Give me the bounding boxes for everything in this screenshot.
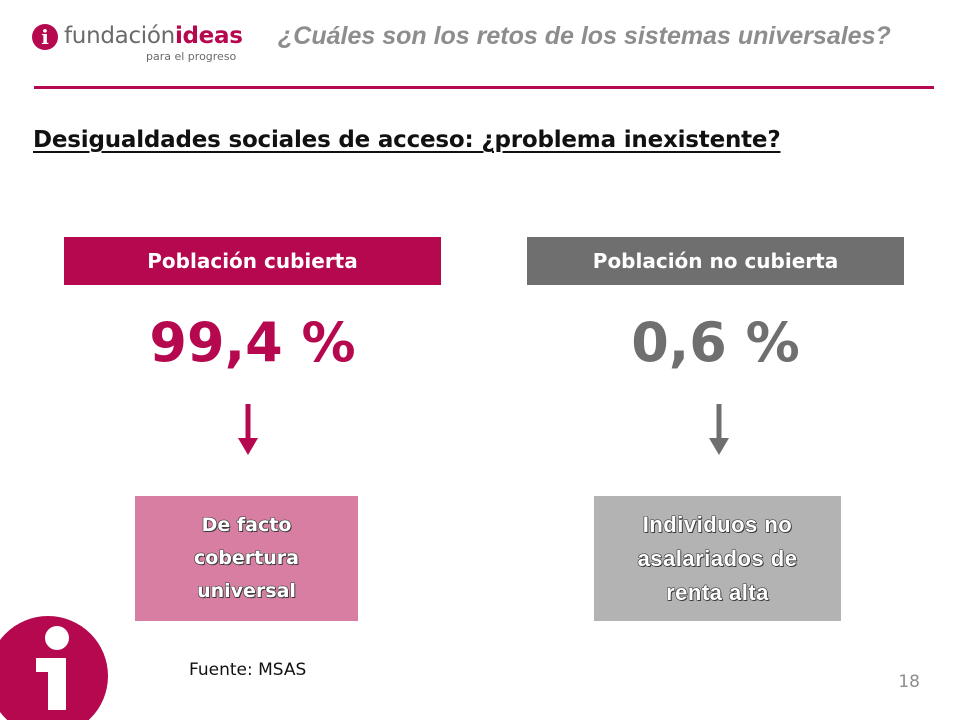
high-income-self-employed-box: Individuos no asalariados de renta alta bbox=[594, 496, 841, 621]
universal-coverage-box: De facto cobertura universal bbox=[135, 496, 358, 621]
down-arrow-icon bbox=[709, 404, 729, 455]
logo-wordmark: fundaciónideas bbox=[64, 22, 243, 50]
source-note: Fuente: MSAS bbox=[189, 660, 307, 680]
uncovered-population-label: Población no cubierta bbox=[527, 237, 904, 285]
logo-wordmark-part2: ideas bbox=[174, 23, 243, 49]
covered-population-label: Población cubierta bbox=[64, 237, 441, 285]
page-number: 18 bbox=[898, 672, 920, 692]
fundacion-ideas-logo-icon: i bbox=[32, 24, 58, 50]
logo-wordmark-part1: fundación bbox=[64, 23, 175, 49]
logo-tagline: para el progreso bbox=[146, 50, 237, 63]
down-arrow-icon bbox=[238, 404, 258, 455]
high-income-self-employed-text: Individuos no asalariados de renta alta bbox=[637, 511, 798, 605]
covered-population-percent: 99,4 % bbox=[149, 311, 356, 374]
ideas-i-emblem-icon bbox=[0, 616, 108, 720]
universal-coverage-text: De facto cobertura universal bbox=[194, 514, 299, 602]
header-title: ¿Cuáles son los retos de los sistemas un… bbox=[278, 22, 891, 50]
header-divider bbox=[34, 86, 934, 89]
brand-logo: i fundaciónideas para el progreso bbox=[28, 18, 243, 66]
slide-title: Desigualdades sociales de acceso: ¿probl… bbox=[33, 127, 781, 153]
uncovered-population-percent: 0,6 % bbox=[631, 311, 800, 374]
